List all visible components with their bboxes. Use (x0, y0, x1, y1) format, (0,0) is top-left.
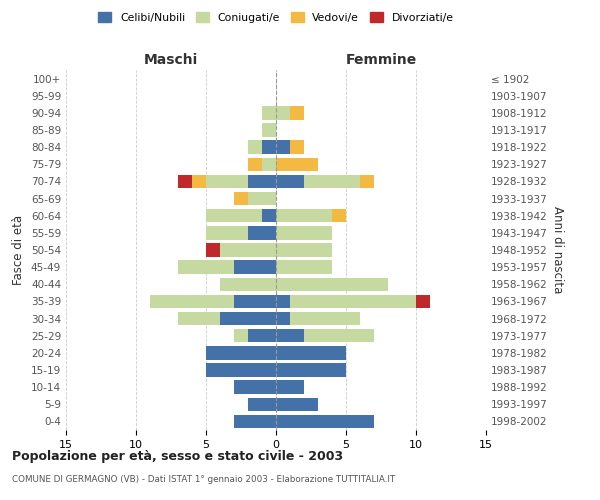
Bar (234, 294, 276, 308)
Bar (220, 244, 276, 256)
Bar (206, 244, 220, 256)
Bar (262, 140, 276, 154)
Bar (206, 226, 248, 239)
Bar (276, 380, 304, 394)
Bar (234, 414, 276, 428)
Bar (248, 398, 276, 411)
Bar (304, 329, 374, 342)
Bar (206, 346, 276, 360)
Bar (192, 174, 206, 188)
Bar (332, 209, 346, 222)
Bar (234, 329, 248, 342)
Bar (290, 140, 304, 154)
Bar (262, 124, 276, 136)
Bar (276, 260, 332, 274)
Bar (150, 294, 234, 308)
Bar (178, 312, 220, 326)
Bar (234, 260, 276, 274)
Bar (276, 226, 332, 239)
Bar (206, 209, 262, 222)
Bar (276, 174, 304, 188)
Bar (206, 174, 248, 188)
Bar (248, 174, 276, 188)
Bar (234, 192, 248, 205)
Bar (248, 226, 276, 239)
Bar (276, 158, 318, 171)
Bar (248, 192, 276, 205)
Bar (220, 278, 276, 291)
Bar (276, 294, 290, 308)
Bar (262, 209, 276, 222)
Bar (276, 346, 346, 360)
Bar (248, 158, 262, 171)
Bar (234, 380, 276, 394)
Text: Maschi: Maschi (144, 52, 198, 66)
Bar (290, 106, 304, 120)
Bar (276, 209, 332, 222)
Bar (276, 414, 374, 428)
Bar (206, 364, 276, 376)
Bar (178, 260, 234, 274)
Bar (276, 312, 290, 326)
Bar (262, 158, 276, 171)
Bar (360, 174, 374, 188)
Bar (248, 140, 262, 154)
Bar (276, 364, 346, 376)
Bar (178, 174, 192, 188)
Bar (276, 106, 290, 120)
Y-axis label: Fasce di età: Fasce di età (13, 215, 25, 285)
Bar (276, 244, 332, 256)
Text: Popolazione per età, sesso e stato civile - 2003: Popolazione per età, sesso e stato civil… (12, 450, 343, 463)
Bar (220, 312, 276, 326)
Bar (248, 329, 276, 342)
Legend: Celibi/Nubili, Coniugati/e, Vedovi/e, Divorziati/e: Celibi/Nubili, Coniugati/e, Vedovi/e, Di… (94, 8, 458, 27)
Bar (304, 174, 360, 188)
Bar (276, 278, 388, 291)
Text: COMUNE DI GERMAGNO (VB) - Dati ISTAT 1° gennaio 2003 - Elaborazione TUTTITALIA.I: COMUNE DI GERMAGNO (VB) - Dati ISTAT 1° … (12, 475, 395, 484)
Bar (276, 140, 290, 154)
Bar (416, 294, 430, 308)
Text: Femmine: Femmine (346, 52, 416, 66)
Bar (290, 312, 360, 326)
Bar (262, 106, 276, 120)
Bar (276, 329, 304, 342)
Y-axis label: Anni di nascita: Anni di nascita (551, 206, 564, 294)
Bar (290, 294, 416, 308)
Bar (276, 398, 318, 411)
